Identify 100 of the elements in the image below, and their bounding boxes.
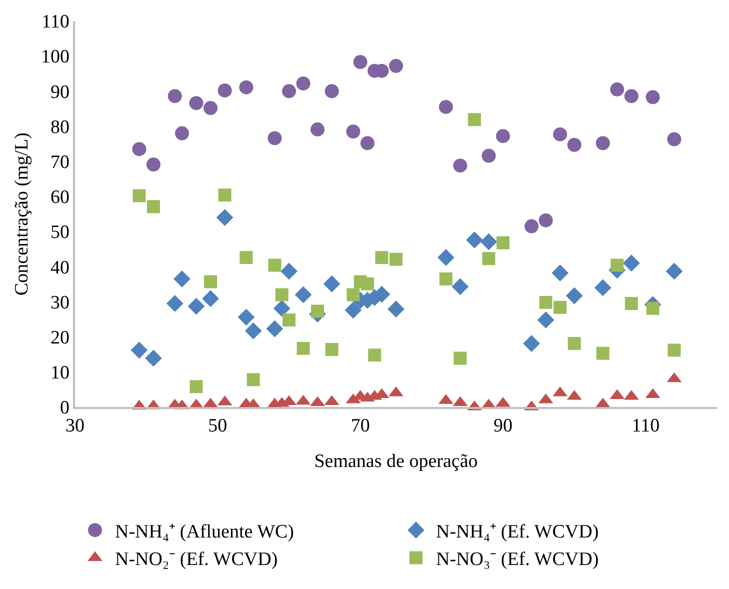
point	[646, 302, 660, 315]
point	[204, 275, 218, 288]
point	[239, 80, 254, 94]
point	[539, 296, 552, 309]
point	[310, 122, 325, 136]
x-tick-label: 50	[208, 416, 228, 437]
point	[246, 373, 260, 386]
point	[368, 348, 382, 362]
x-tick-label: 90	[494, 416, 512, 437]
point	[275, 288, 288, 302]
point	[566, 287, 583, 304]
point	[610, 82, 624, 96]
y-tick-label: 80	[50, 116, 70, 138]
point	[204, 101, 218, 116]
y-tick-label: 30	[50, 292, 70, 314]
point	[496, 236, 510, 250]
point	[437, 249, 454, 266]
y-tick-label: 100	[40, 46, 70, 68]
point	[344, 302, 362, 319]
legend-label: N-NH₄⁺ (Ef. WCVD)	[436, 521, 599, 542]
point	[168, 89, 182, 104]
y-axis-title: Concentração (mg/L)	[11, 132, 32, 296]
point	[282, 313, 296, 326]
legend-label: N-NO₂⁻ (Ef. WCVD)	[115, 549, 278, 570]
point	[390, 252, 402, 266]
y-tick-label: 110	[42, 12, 70, 33]
x-tick-label: 110	[632, 416, 660, 437]
point	[188, 298, 205, 315]
x-tick-label: 70	[350, 416, 370, 437]
point	[266, 320, 284, 338]
point	[190, 380, 203, 394]
point	[296, 76, 310, 90]
point	[646, 90, 660, 104]
point	[668, 344, 681, 357]
y-tick-label: 70	[50, 152, 70, 174]
y-tick-label: 10	[50, 362, 70, 384]
x-axis-title: Semanas de operação	[314, 450, 478, 472]
point	[175, 126, 189, 140]
point	[567, 138, 582, 152]
point	[202, 290, 219, 308]
point	[524, 219, 539, 234]
point	[273, 300, 290, 317]
point	[480, 233, 498, 250]
point	[438, 100, 453, 114]
point	[174, 270, 190, 288]
point	[610, 258, 624, 272]
point	[622, 254, 640, 272]
point	[353, 55, 368, 70]
point	[324, 84, 339, 98]
point	[240, 251, 253, 264]
point	[452, 278, 469, 296]
point	[523, 335, 540, 352]
point	[538, 213, 553, 228]
point	[596, 346, 610, 360]
point	[482, 252, 496, 266]
legend-label: N-NO₃⁻ (Ef. WCVD)	[436, 549, 599, 570]
y-tick-label: 90	[50, 82, 70, 103]
point	[218, 83, 232, 98]
point	[596, 136, 610, 150]
point	[311, 304, 324, 318]
point	[294, 286, 312, 304]
legend-label: N-NH₄⁺ (Afluente WC)	[115, 521, 294, 542]
point	[375, 251, 388, 264]
point	[568, 336, 581, 350]
point	[146, 158, 160, 172]
point	[268, 131, 282, 146]
point	[453, 158, 468, 173]
point	[145, 350, 162, 367]
point	[482, 148, 496, 163]
point	[146, 200, 160, 214]
point	[238, 308, 255, 326]
point	[218, 188, 232, 202]
point	[554, 300, 567, 314]
point	[624, 89, 638, 104]
y-tick-label: 50	[50, 222, 70, 244]
point	[388, 300, 404, 318]
point	[553, 127, 568, 142]
point	[244, 322, 262, 340]
y-tick-label: 60	[50, 187, 70, 208]
point	[454, 352, 467, 365]
point	[280, 262, 298, 280]
point	[296, 342, 310, 355]
point	[166, 295, 184, 312]
point	[346, 288, 360, 302]
point	[468, 113, 481, 126]
point	[132, 189, 146, 202]
point	[496, 129, 510, 144]
point	[282, 84, 296, 98]
point	[624, 296, 638, 310]
point	[594, 279, 612, 296]
point	[667, 132, 682, 146]
point	[346, 124, 360, 139]
point	[439, 272, 452, 286]
point	[389, 58, 403, 73]
point	[325, 342, 338, 356]
point	[360, 136, 374, 150]
point	[537, 312, 554, 328]
point	[666, 262, 683, 280]
y-tick-label: 40	[50, 257, 70, 278]
point	[552, 264, 569, 282]
